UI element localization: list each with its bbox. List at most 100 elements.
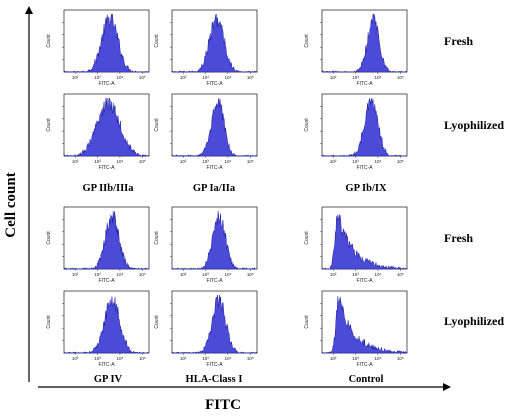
panel-xtick-label: 10³ <box>94 159 101 164</box>
panel-ylabel: Count <box>46 231 52 245</box>
panel-xlabel: FITC-A <box>356 362 373 368</box>
column-label-1-3: GP Ib/IX <box>345 183 387 194</box>
panel-xtick-label: 10⁴ <box>116 272 123 277</box>
histogram-area <box>63 13 149 73</box>
panel-xtick-label: 10⁵ <box>397 75 404 80</box>
panel-xtick-label: 10⁴ <box>224 159 231 164</box>
panel-xtick-label: 10³ <box>94 356 101 361</box>
x-axis-title: FITC <box>205 397 241 413</box>
row-label-4: Lyophilized <box>444 314 504 328</box>
panel-xtick-label: 10⁵ <box>247 75 254 80</box>
panel-xtick-label: 10⁴ <box>116 75 123 80</box>
histogram-area <box>321 97 408 157</box>
panel-xlabel: FITC-A <box>356 165 373 171</box>
y-axis-title: Cell count <box>3 172 19 237</box>
panel-xtick-label: 10⁵ <box>247 356 254 361</box>
panel-xlabel: FITC-A <box>206 165 223 171</box>
histogram-panel-2-3: Count 10² 10³ 10⁴ 10⁵ FITC-A <box>304 93 408 171</box>
column-label-2-3: Control <box>349 374 384 385</box>
panel-ylabel: Count <box>154 34 160 48</box>
panel-ylabel: Count <box>304 34 310 48</box>
histogram-panel-1-1: Count 10² 10³ 10⁴ 10⁵ FITC-A <box>46 9 150 87</box>
panel-xtick-label: 10³ <box>202 159 209 164</box>
panel-xtick-label: 10⁴ <box>224 356 231 361</box>
panel-xtick-label: 10⁴ <box>224 272 231 277</box>
panel-xtick-label: 10⁴ <box>374 272 381 277</box>
row-label-2: Lyophilized <box>444 118 504 132</box>
histogram-area <box>171 97 258 157</box>
panel-xtick-label: 10³ <box>202 356 209 361</box>
panel-xtick-label: 10⁴ <box>374 159 381 164</box>
panel-xtick-label: 10² <box>180 159 187 164</box>
panel-xlabel: FITC-A <box>206 278 223 284</box>
column-label-2-1: GP IV <box>94 374 123 385</box>
panel-ylabel: Count <box>304 118 310 132</box>
panel-xtick-label: 10³ <box>352 356 359 361</box>
panel-xtick-label: 10² <box>180 272 187 277</box>
panel-xtick-label: 10² <box>330 159 337 164</box>
panel-xtick-label: 10³ <box>94 272 101 277</box>
histogram-area <box>321 296 408 354</box>
histogram-panel-3-2: Count 10² 10³ 10⁴ 10⁵ FITC-A <box>154 206 258 284</box>
panel-xtick-label: 10² <box>330 75 337 80</box>
panel-xtick-label: 10⁵ <box>139 75 146 80</box>
panel-ylabel: Count <box>46 34 52 48</box>
panel-xtick-label: 10⁵ <box>139 159 146 164</box>
panel-xtick-label: 10⁵ <box>397 272 404 277</box>
panel-xtick-label: 10⁵ <box>397 356 404 361</box>
panel-ylabel: Count <box>304 231 310 245</box>
panel-xtick-label: 10³ <box>352 75 359 80</box>
panel-xtick-label: 10³ <box>352 272 359 277</box>
panel-xtick-label: 10⁵ <box>247 272 254 277</box>
column-label-2-2: HLA-Class I <box>186 374 243 385</box>
histogram-panel-1-3: Count 10² 10³ 10⁴ 10⁵ FITC-A <box>304 9 408 87</box>
panel-xlabel: FITC-A <box>356 81 373 87</box>
panel-xtick-label: 10⁴ <box>116 159 123 164</box>
panel-xtick-label: 10⁵ <box>139 272 146 277</box>
histogram-panel-1-2: Count 10² 10³ 10⁴ 10⁵ FITC-A <box>154 9 258 87</box>
histogram-panel-4-3: Count 10² 10³ 10⁴ 10⁵ FITC-A <box>304 290 408 368</box>
panel-xtick-label: 10⁴ <box>374 75 381 80</box>
panel-xlabel: FITC-A <box>98 81 115 87</box>
histogram-panel-2-1: Count 10² 10³ 10⁴ 10⁵ FITC-A <box>46 93 150 171</box>
histogram-panels: Count 10² 10³ 10⁴ 10⁵ FITC-A Count 10² 10³ 10⁴ 10⁵… <box>46 9 408 368</box>
column-label-1-2: GP Ia/IIa <box>193 183 236 194</box>
histogram-panel-3-1: Count 10² 10³ 10⁴ 10⁵ FITC-A <box>46 206 150 284</box>
panel-xlabel: FITC-A <box>98 362 115 368</box>
histogram-panel-3-3: Count 10² 10³ 10⁴ 10⁵ FITC-A <box>304 206 408 284</box>
histogram-area <box>171 13 258 73</box>
histogram-area <box>63 296 149 354</box>
panel-xtick-label: 10³ <box>352 159 359 164</box>
panel-xtick-label: 10² <box>330 356 337 361</box>
panel-xtick-label: 10³ <box>202 272 209 277</box>
panel-xtick-label: 10² <box>72 356 79 361</box>
histogram-area <box>171 210 258 270</box>
histogram-panel-4-2: Count 10² 10³ 10⁴ 10⁵ FITC-A <box>154 290 258 368</box>
panel-xlabel: FITC-A <box>206 362 223 368</box>
panel-xtick-label: 10⁵ <box>247 159 254 164</box>
panel-xtick-label: 10³ <box>202 75 209 80</box>
panel-xlabel: FITC-A <box>356 278 373 284</box>
panel-xtick-label: 10² <box>72 159 79 164</box>
histogram-area <box>171 294 258 354</box>
panel-xtick-label: 10² <box>72 272 79 277</box>
panel-xtick-label: 10⁴ <box>224 75 231 80</box>
histogram-area <box>63 210 149 270</box>
panel-ylabel: Count <box>154 231 160 245</box>
panel-labels: Fresh Lyophilized Fresh Lyophilized GP IIb/I… <box>82 34 504 385</box>
panel-xtick-label: 10² <box>72 75 79 80</box>
panel-xlabel: FITC-A <box>206 81 223 87</box>
histogram-area <box>63 97 150 157</box>
panel-xtick-label: 10⁴ <box>116 356 123 361</box>
row-label-3: Fresh <box>444 231 473 245</box>
panel-xlabel: FITC-A <box>98 165 115 171</box>
panel-ylabel: Count <box>154 315 160 329</box>
histogram-panel-4-1: Count 10² 10³ 10⁴ 10⁵ FITC-A <box>46 290 150 368</box>
panel-xtick-label: 10⁵ <box>397 159 404 164</box>
column-label-1-1: GP IIb/IIIa <box>82 183 134 194</box>
panel-ylabel: Count <box>46 315 52 329</box>
panel-xtick-label: 10² <box>180 356 187 361</box>
panel-ylabel: Count <box>46 118 52 132</box>
panel-xtick-label: 10³ <box>94 75 101 80</box>
